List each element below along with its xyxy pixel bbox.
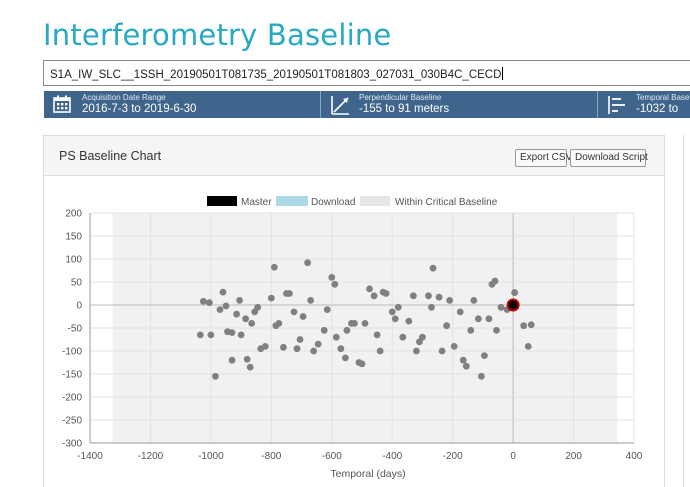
perpendicular-baseline-stat: Perpendicular Baseline -155 to 91 meters [321, 91, 597, 118]
scene-input-value: S1A_IW_SLC__1SSH_20190501T081735_2019050… [50, 69, 502, 81]
scene-search-input[interactable]: S1A_IW_SLC__1SSH_20190501T081735_2019050… [43, 60, 690, 86]
acquisition-date-value: 2016-7-3 to 2019-6-30 [82, 103, 197, 115]
panel-title: PS Baseline Chart [59, 149, 162, 163]
perpendicular-baseline-value: -155 to 91 meters [359, 103, 450, 115]
page-title: Interferometry Baseline [43, 18, 392, 52]
acquisition-date-stat: Acquisition Date Range 2016-7-3 to 2019-… [44, 91, 320, 118]
perpendicular-baseline-label: Perpendicular Baseline [359, 93, 442, 102]
export-csv-button[interactable]: Export CSV [515, 149, 572, 167]
temporal-baseline-icon [608, 96, 625, 114]
temporal-baseline-value: -1032 to [636, 103, 679, 115]
ps-baseline-chart-panel: PS Baseline Chart Export CSV Download Sc… [43, 135, 665, 487]
calendar-icon [53, 95, 71, 113]
stats-divider [597, 91, 598, 118]
baseline-stats-bar: Acquisition Date Range 2016-7-3 to 2019-… [44, 91, 690, 118]
download-script-button[interactable]: Download Script [570, 149, 648, 167]
acquisition-date-label: Acquisition Date Range [82, 93, 166, 102]
temporal-baseline-stat: Temporal Baseli -1032 to [598, 91, 690, 118]
panel-header: PS Baseline Chart Export CSV Download Sc… [44, 136, 664, 176]
side-panel-edge [683, 135, 690, 487]
perpendicular-baseline-icon [331, 96, 349, 115]
text-caret [502, 67, 504, 80]
stats-divider [320, 91, 321, 118]
temporal-baseline-label: Temporal Baseli [636, 93, 690, 102]
